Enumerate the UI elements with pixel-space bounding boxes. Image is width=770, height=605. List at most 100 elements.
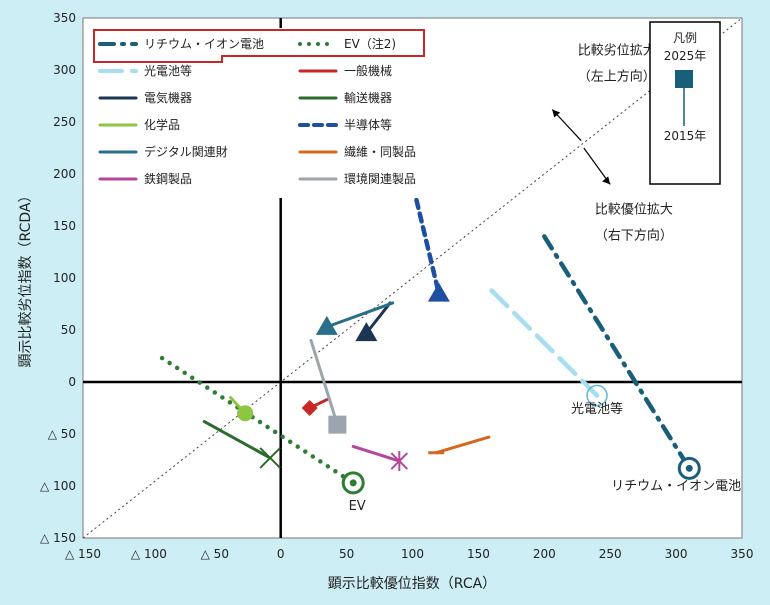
y-tick-label: 250 [53,115,76,129]
marker-2025 [315,315,338,335]
legend-label: 電気機器 [144,90,192,105]
series-line [325,301,395,329]
marker-2025 [390,451,409,472]
series-環境関連製品 [309,338,347,434]
inset-legend-box [649,21,721,185]
legend-item: 半導体等 [298,118,392,132]
legend-label: 光電池等 [144,64,192,78]
x-axis-label: 顕示比較優位指数（RCA） [328,576,496,592]
x-tick-label: △ 100 [131,547,167,561]
arrow-head-lower-right [602,176,611,185]
series-リチウム・イオン電池 [542,234,701,480]
inset-legend-top-label: 2025年 [664,49,707,63]
y-tick-label: △ 100 [40,479,76,493]
series-layer [159,197,701,495]
marker-2025 [259,447,281,469]
y-axis-label: 顕示比較劣位指数（RCDA） [18,189,34,368]
marker-2025-center [349,479,357,487]
series-一般機械 [301,398,329,416]
legend-item: 電気機器 [98,90,192,105]
y-tick-label: 150 [53,219,76,233]
series-line [202,420,272,460]
y-tick-label: 100 [53,271,76,285]
x-tick-label: 200 [533,547,556,561]
y-tick-label: 350 [53,11,76,25]
arrow-lower-right [583,147,611,185]
annotation: EV [349,499,366,514]
annotation: （左上方向） [578,68,656,84]
series-line [434,435,491,455]
series-EV（注2) [159,355,365,495]
y-tick-label: △ 50 [48,427,76,441]
series-輸送機器 [202,420,281,469]
series-line [159,355,356,486]
annotation: リチウム・イオン電池 [611,479,741,494]
legend-label: 化学品 [144,117,180,132]
x-tick-label: △ 50 [201,547,229,561]
legend-item: リチウム・イオン電池 [98,37,264,51]
annotation: 光電池等 [571,401,623,417]
y-tick-label: 300 [53,63,76,77]
legend-label: 鉄鋼製品 [144,171,192,186]
annotation: 比較優位拡大 [595,203,673,218]
series-line [309,338,339,427]
legend-label: 輸送機器 [344,90,392,105]
inset-legend-title: 凡例 [673,31,697,45]
y-tick-label: 0 [68,375,76,389]
legend-label: デジタル関連財 [144,144,228,159]
x-tick-label: 300 [665,547,688,561]
y-tick-label: 200 [53,167,76,181]
legend-label: 半導体等 [344,118,392,132]
x-tick-label: 150 [467,547,490,561]
legend-item: 一般機械 [298,63,392,78]
legend-label: 一般機械 [344,63,392,78]
legend-item: EV（注2) [298,36,396,51]
legend-item: 化学品 [98,117,180,132]
x-tick-label: △ 150 [65,547,101,561]
inset-legend-marker [675,70,693,88]
legend-label: 環境関連製品 [344,171,416,186]
x-tick-label: 0 [277,547,285,561]
series-光電池等 [489,288,608,407]
series-line [351,444,401,463]
legend-label: EV（注2) [344,36,396,51]
legend-item: 光電池等 [98,64,192,78]
annotation: 比較劣位拡大 [578,43,656,58]
series-line [364,301,392,335]
series-繊維・同製品 [428,435,491,455]
marker-2025-center [685,464,693,472]
series-半導体等 [414,197,450,302]
ticks: △ 150 △ 100 △ 50 0 50 100 150 200 250 300 350 350 30… [40,11,753,561]
x-tick-label: 100 [401,547,424,561]
marker-2025 [328,415,347,434]
series-電気機器 [355,301,392,342]
x-tick-label: 350 [731,547,754,561]
arrow-head-upper-left [552,109,561,118]
marker-2025 [355,322,378,342]
marker-2025 [427,282,450,302]
legend-item: デジタル関連財 [98,144,228,159]
legend-label: 繊維・同製品 [344,145,416,159]
legend-item: 環境関連製品 [298,171,416,186]
series-line [414,197,442,296]
legend-item: 輸送機器 [298,90,392,105]
marker-2025 [301,400,318,416]
legend-highlight-frame [93,29,425,63]
legend-label: リチウム・イオン電池 [144,37,264,51]
y-tick-label: 50 [61,323,76,337]
legend-item: 繊維・同製品 [298,145,416,159]
series-鉄鋼製品 [351,444,409,472]
legend-item: 鉄鋼製品 [98,171,192,186]
marker-2025 [586,384,608,407]
series-化学品 [229,396,254,422]
x-tick-label: 50 [339,547,354,561]
series-line [542,234,692,471]
inset-legend-bottom-label: 2015年 [664,129,707,143]
marker-2025 [237,405,254,422]
y-tick-label: △ 150 [40,531,76,545]
x-tick-label: 250 [599,547,622,561]
series-デジタル関連財 [315,301,395,335]
